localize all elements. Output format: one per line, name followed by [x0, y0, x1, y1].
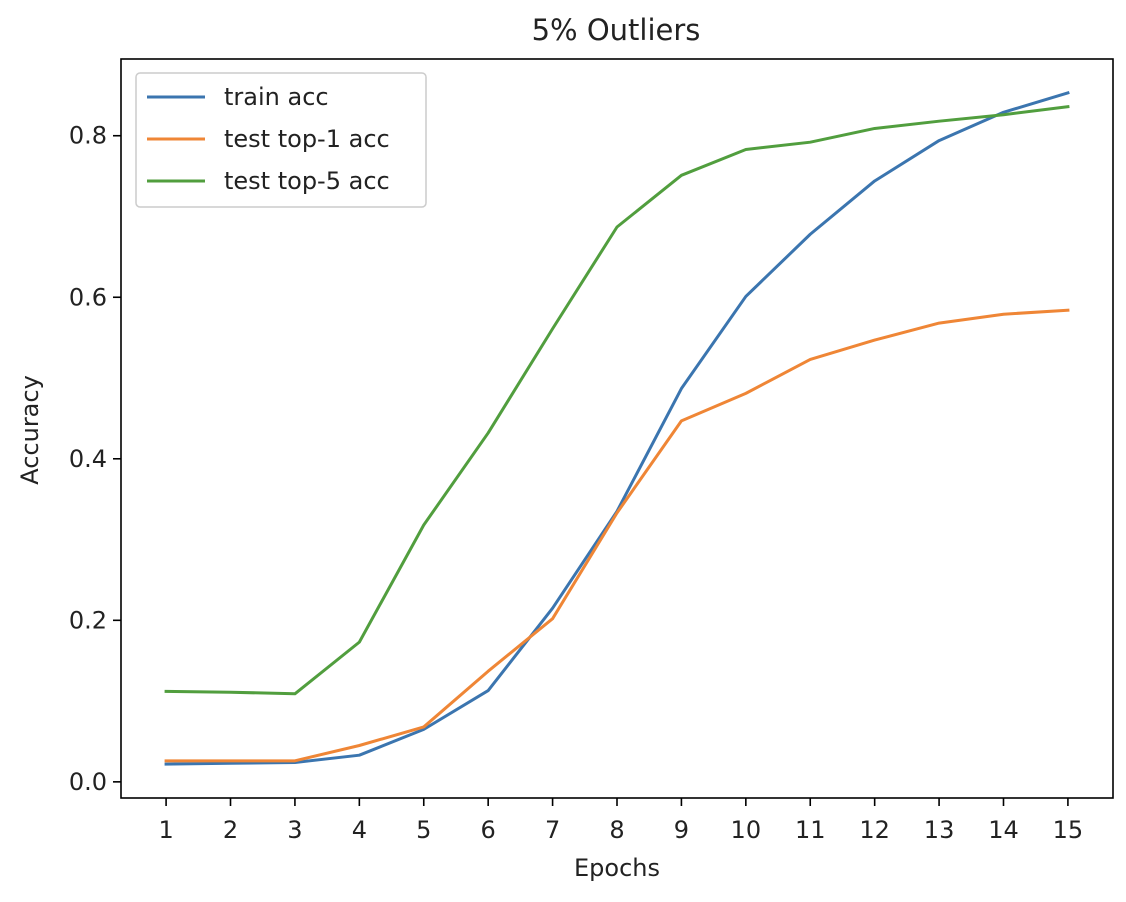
series-line-test-top-5-acc [164, 104, 1070, 696]
y-tick-label: 0.4 [69, 445, 107, 473]
y-axis-title: Accuracy [16, 375, 44, 485]
x-axis: 1 2 3 4 5 6 7 8 9 10 11 12 13 14 15 [158, 798, 1083, 844]
y-tick-label: 0.2 [69, 606, 107, 634]
x-tick-label: 14 [988, 816, 1019, 844]
y-axis: 0.0 0.2 0.4 0.6 0.8 [69, 122, 121, 796]
x-tick-label: 3 [287, 816, 302, 844]
y-tick-label: 0.6 [69, 283, 107, 311]
series-line-test-top-1-acc [164, 308, 1070, 763]
x-tick-label: 7 [545, 816, 560, 844]
x-tick-label: 12 [859, 816, 890, 844]
legend-box [135, 72, 427, 208]
y-tick-label: 0.0 [69, 768, 107, 796]
legend-label: test top-1 acc [224, 125, 390, 153]
legend-label: test top-5 acc [224, 167, 390, 195]
legend-items: train acc test top-1 acc test top-5 acc [147, 83, 390, 195]
x-tick-label: 2 [223, 816, 238, 844]
x-tick-label: 13 [924, 816, 955, 844]
x-tick-label: 10 [731, 816, 762, 844]
x-tick-label: 15 [1053, 816, 1084, 844]
x-tick-label: 11 [795, 816, 826, 844]
x-tick-label: 4 [352, 816, 367, 844]
y-tick-label: 0.8 [69, 122, 107, 150]
legend: train acc test top-1 acc test top-5 acc [135, 72, 427, 208]
series-group [164, 91, 1070, 766]
chart-title: 5% Outliers [532, 13, 701, 47]
x-axis-title: Epochs [574, 854, 660, 882]
x-tick-label: 9 [674, 816, 689, 844]
x-tick-label: 1 [158, 816, 173, 844]
x-tick-label: 8 [609, 816, 624, 844]
x-tick-label: 5 [416, 816, 431, 844]
x-tick-label: 6 [481, 816, 496, 844]
legend-label: train acc [224, 83, 329, 111]
